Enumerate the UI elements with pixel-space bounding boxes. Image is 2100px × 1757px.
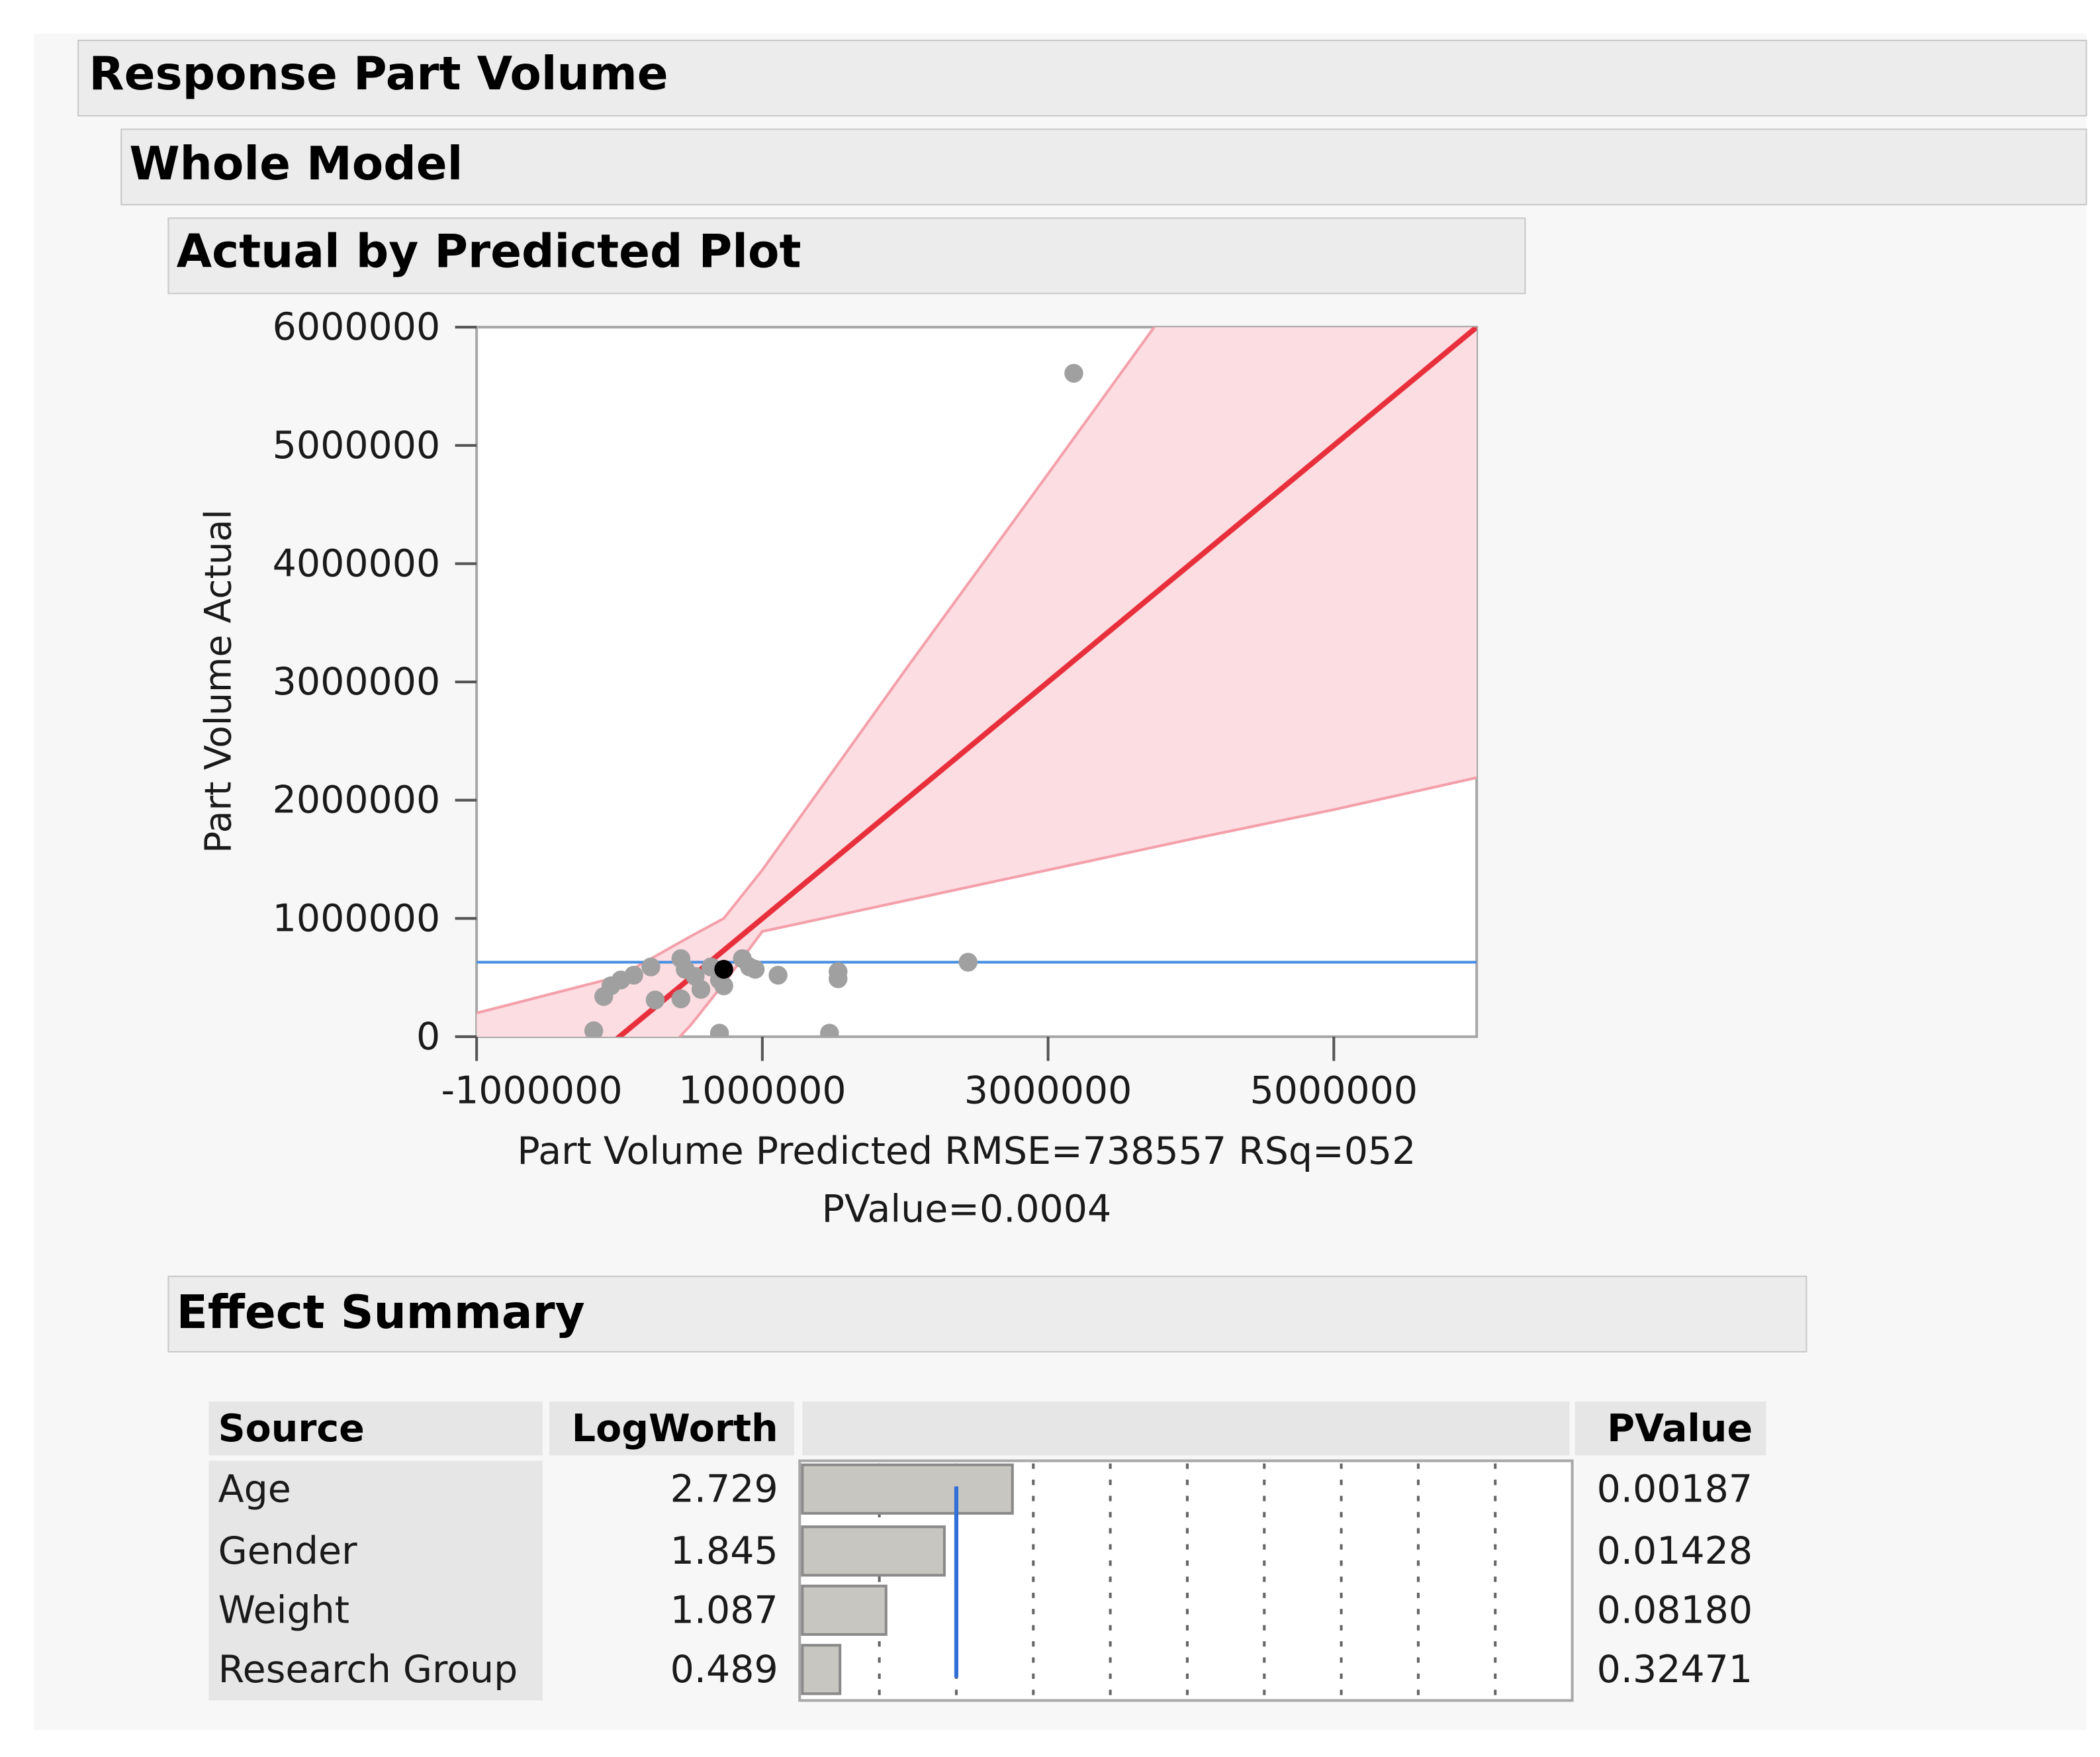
y-tick-label: 0	[416, 1015, 440, 1059]
logworth-bar	[801, 1525, 946, 1577]
data-point	[745, 959, 765, 979]
x-axis-label: Part Volume Predicted RMSE=738557 RSq=05…	[517, 1129, 1416, 1173]
plot-title: Actual by Predicted Plot	[177, 225, 801, 278]
source-cell: Age	[218, 1467, 291, 1511]
pvalue-cell: 0.00187	[1597, 1467, 1753, 1511]
mean-point	[714, 959, 733, 979]
x-tick-label: 3000000	[964, 1068, 1132, 1112]
data-point	[645, 990, 665, 1010]
data-point	[958, 953, 978, 972]
data-point	[671, 989, 691, 1009]
column-header	[1575, 1401, 1766, 1456]
column-header	[549, 1401, 795, 1456]
logworth-cell: 1.845	[670, 1529, 778, 1573]
report-title: Response Part Volume	[89, 48, 668, 101]
column-title: LogWorth	[572, 1407, 778, 1450]
y-tick-label: 3000000	[273, 660, 441, 704]
section-header[interactable]	[120, 128, 2087, 206]
y-axis-label: Part Volume Actual	[197, 509, 240, 853]
y-tick-label: 1000000	[273, 896, 441, 940]
confidence-upper	[477, 327, 1156, 1015]
y-tick-label: 2000000	[273, 779, 441, 822]
data-point	[624, 965, 643, 985]
x-tick-label: 5000000	[1250, 1068, 1418, 1112]
column-header	[802, 1401, 1570, 1456]
effect-title: Effect Summary	[177, 1286, 585, 1339]
plot-content	[477, 327, 1477, 1037]
logworth-cell: 2.729	[670, 1467, 778, 1511]
logworth-cell: 0.489	[670, 1648, 778, 1691]
data-point	[714, 976, 733, 996]
logworth-bar	[801, 1463, 1014, 1515]
column-title: PValue	[1607, 1407, 1753, 1450]
confidence-band	[477, 327, 1477, 1037]
confidence-lower	[678, 776, 1477, 1037]
data-point	[691, 980, 711, 999]
data-point	[820, 1023, 839, 1037]
plot-subtitle: PValue=0.0004	[822, 1187, 1112, 1231]
source-column	[208, 1460, 543, 1701]
data-point	[1064, 363, 1083, 383]
data-point	[584, 1021, 604, 1037]
y-tick-label: 6000000	[273, 305, 441, 349]
pvalue-cell: 0.08180	[1597, 1588, 1753, 1632]
pvalue-cell: 0.01428	[1597, 1529, 1753, 1573]
report-header[interactable]	[77, 39, 2087, 117]
fit-line	[615, 327, 1477, 1037]
x-tick-label: 1000000	[678, 1068, 846, 1112]
effect-header[interactable]	[167, 1275, 1807, 1353]
data-point	[768, 965, 788, 985]
pvalue-cell: 0.32471	[1597, 1648, 1753, 1691]
logworth-bar	[801, 1644, 842, 1695]
data-point	[641, 957, 661, 976]
column-title: Source	[218, 1407, 365, 1450]
data-point	[709, 1023, 729, 1037]
effect-table: Age 2.729 0.00187 Gender 1.845 0.01428 Weight 1…	[218, 1463, 1753, 1698]
x-tick-label: -1000000	[441, 1068, 622, 1112]
logworth-cell: 1.087	[670, 1588, 778, 1632]
column-header	[208, 1401, 543, 1456]
section-title: Whole Model	[129, 138, 463, 191]
logworth-bar	[801, 1584, 888, 1636]
y-tick-label: 5000000	[273, 424, 441, 467]
data-point	[829, 969, 848, 988]
plot-header[interactable]	[167, 217, 1526, 295]
source-cell: Gender	[218, 1529, 357, 1573]
y-tick-label: 4000000	[273, 542, 441, 585]
source-cell: Weight	[218, 1588, 349, 1632]
source-cell: Research Group	[218, 1648, 518, 1691]
